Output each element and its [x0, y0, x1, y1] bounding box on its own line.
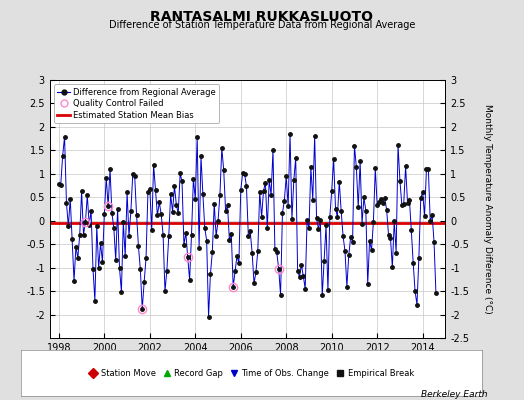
Text: Berkeley Earth: Berkeley Earth	[421, 390, 487, 399]
Y-axis label: Monthly Temperature Anomaly Difference (°C): Monthly Temperature Anomaly Difference (…	[483, 104, 492, 314]
Text: RANTASALMI RUKKASLUOTO: RANTASALMI RUKKASLUOTO	[150, 10, 374, 24]
Legend: Station Move, Record Gap, Time of Obs. Change, Empirical Break: Station Move, Record Gap, Time of Obs. C…	[86, 365, 417, 381]
Legend: Difference from Regional Average, Quality Control Failed, Estimated Station Mean: Difference from Regional Average, Qualit…	[54, 84, 219, 123]
Text: Difference of Station Temperature Data from Regional Average: Difference of Station Temperature Data f…	[109, 20, 415, 30]
